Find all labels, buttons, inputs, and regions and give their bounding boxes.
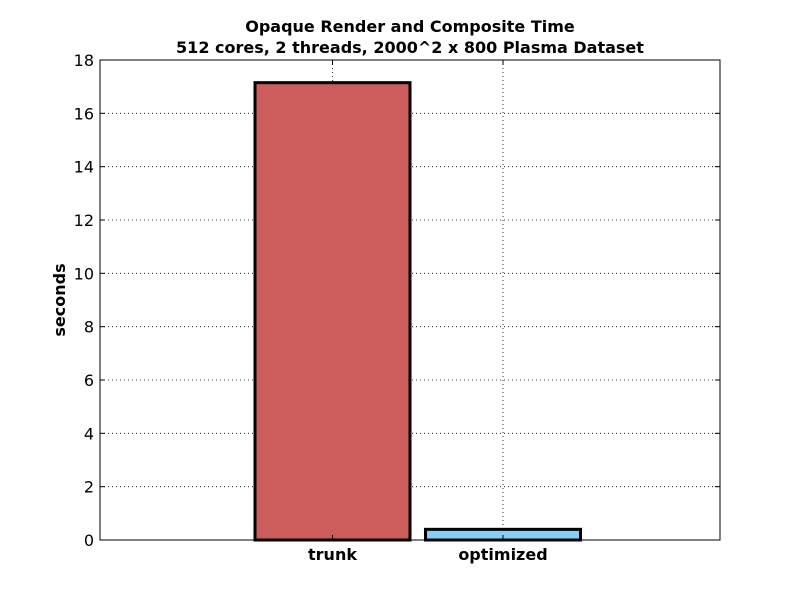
y-tick-label: 0 bbox=[84, 531, 94, 550]
y-tick-label: 8 bbox=[84, 318, 94, 337]
y-tick-labels: 0 2 4 6 8 10 12 14 16 18 bbox=[74, 51, 94, 550]
y-tick-label: 10 bbox=[74, 264, 94, 283]
y-tick-label: 12 bbox=[74, 211, 94, 230]
x-category-labels: trunk optimized bbox=[308, 545, 548, 564]
y-tick-label: 6 bbox=[84, 371, 94, 390]
y-tick-label: 2 bbox=[84, 478, 94, 497]
y-tick-label: 16 bbox=[74, 104, 94, 123]
chart-title: Opaque Render and Composite Time bbox=[245, 17, 575, 36]
x-category-label: trunk bbox=[308, 545, 357, 564]
y-tick-label: 18 bbox=[74, 51, 94, 70]
tick-marks bbox=[100, 59, 720, 541]
y-tick-label: 4 bbox=[84, 424, 94, 443]
y-tick-label: 14 bbox=[74, 158, 94, 177]
chart-subtitle: 512 cores, 2 threads, 2000^2 x 800 Plasm… bbox=[176, 38, 644, 57]
bars bbox=[253, 81, 582, 542]
plot-frame bbox=[99, 59, 721, 541]
bar-trunk bbox=[253, 81, 412, 542]
x-category-label: optimized bbox=[458, 545, 547, 564]
y-axis-label: seconds bbox=[50, 263, 69, 336]
